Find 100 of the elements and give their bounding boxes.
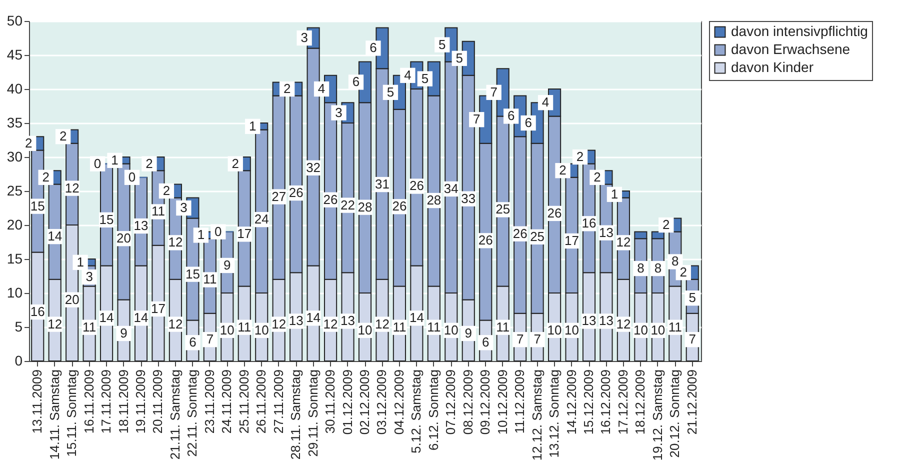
data-label: 12 — [374, 316, 390, 332]
data-label: 1 — [249, 118, 256, 134]
data-label: 13 — [134, 218, 148, 234]
data-label: 5 — [456, 50, 463, 66]
data-label: 10 — [358, 322, 372, 338]
data-label: 1 — [197, 227, 205, 242]
data-label: 11 — [427, 319, 441, 334]
x-tick-label: 11.12.2009 — [512, 370, 528, 434]
data-label: 13 — [598, 224, 614, 240]
data-label: 24 — [254, 212, 269, 227]
data-label: 5 — [386, 84, 394, 100]
data-label: 25 — [530, 228, 545, 244]
data-label: 27 — [272, 188, 286, 204]
data-label: 32 — [306, 160, 321, 175]
data-label: 9 — [464, 325, 472, 340]
x-tick-label: 12.12. Samstag — [529, 370, 544, 461]
data-label: 0 — [94, 156, 102, 171]
data-label: 15 — [30, 198, 45, 214]
data-label: 34 — [444, 180, 458, 196]
data-label: 6 — [507, 108, 515, 124]
x-tick-label: 13.11.2009 — [30, 370, 45, 434]
y-tick-label: 50 — [6, 12, 23, 28]
x-tick-label: 16.12.2009 — [598, 370, 614, 435]
x-tick-label: 23.11.2009 — [202, 370, 217, 434]
data-label: 11 — [392, 319, 406, 334]
data-label: 3 — [180, 200, 188, 215]
data-label: 10 — [220, 322, 234, 338]
data-label: 13 — [598, 313, 614, 328]
data-label: 33 — [461, 190, 476, 206]
x-tick-label: 10.12.2009 — [494, 370, 510, 435]
data-label: 26 — [478, 232, 493, 248]
data-label: 12 — [168, 234, 183, 250]
data-label: 3 — [335, 104, 342, 120]
x-tick-label: 21.12.2009 — [684, 370, 700, 435]
data-label: 25 — [496, 202, 510, 217]
x-tick-label: 15.11. Sonntag — [64, 370, 80, 457]
data-label: 31 — [374, 176, 390, 192]
data-label: 12 — [323, 316, 338, 332]
data-label: 13 — [288, 313, 304, 328]
data-label: 2 — [559, 162, 566, 178]
data-label: 11 — [496, 319, 510, 334]
data-label: 6 — [352, 74, 360, 90]
data-label: 2 — [662, 217, 670, 232]
data-label: 11 — [238, 319, 252, 334]
data-label: 28 — [358, 199, 372, 214]
x-tick-label: 04.12.2009 — [391, 370, 406, 435]
y-tick-label: 25 — [6, 182, 23, 198]
data-label: 4 — [404, 67, 412, 82]
x-tick-label: 02.12.2009 — [357, 370, 372, 435]
data-label: 10 — [650, 322, 666, 338]
data-label: 26 — [409, 178, 424, 194]
data-label: 5 — [688, 290, 696, 306]
data-label: 20 — [64, 292, 80, 307]
data-label: 7 — [473, 112, 480, 127]
data-label: 9 — [224, 257, 231, 272]
data-label: 26 — [547, 205, 562, 220]
data-label: 7 — [516, 332, 524, 347]
data-label: 13 — [582, 313, 596, 328]
data-label: 5 — [438, 36, 446, 52]
data-label: 14 — [409, 310, 424, 326]
data-label: 2 — [232, 156, 239, 171]
data-label: 1 — [76, 254, 84, 270]
data-label: 9 — [120, 325, 128, 340]
data-label: 10 — [444, 322, 458, 338]
y-tick-label: 35 — [6, 114, 23, 130]
data-label: 3 — [86, 269, 93, 284]
data-label: 17 — [150, 300, 166, 316]
data-label: 8 — [672, 254, 679, 269]
x-tick-label: 03.12.2009 — [374, 370, 390, 435]
data-label: 11 — [668, 319, 682, 334]
data-label: 2 — [42, 169, 50, 184]
data-label: 28 — [426, 192, 442, 208]
data-label: 26 — [288, 185, 304, 200]
x-tick-label: 22.11. Sonntag — [184, 370, 200, 457]
data-label: 7 — [490, 84, 498, 100]
data-label: 2 — [146, 156, 153, 171]
data-label: 11 — [151, 204, 165, 219]
data-label: 15 — [99, 212, 114, 227]
x-tick-label: 27.11.2009 — [270, 370, 286, 434]
x-tick-label: 24.11.2009 — [219, 370, 234, 434]
data-label: 4 — [318, 81, 326, 96]
data-label: 2 — [25, 135, 32, 150]
data-label: 10 — [254, 322, 269, 338]
x-tick-label: 25.11.2009 — [236, 370, 252, 434]
data-label: 11 — [203, 272, 217, 287]
x-tick-label: 30.11.2009 — [322, 370, 338, 434]
x-tick-label: 5.12. Samstag — [408, 370, 424, 454]
data-label: 1 — [111, 152, 118, 168]
x-tick-label: 29.11. Sonntag — [305, 370, 320, 457]
data-label: 6 — [524, 115, 532, 130]
data-label: 12 — [64, 180, 80, 196]
y-tick-label: 40 — [6, 80, 23, 96]
x-tick-label: 15.12.2009 — [581, 370, 596, 435]
data-label: 22 — [340, 197, 356, 212]
data-label: 17 — [564, 232, 580, 248]
x-tick-label: 08.12.2009 — [460, 370, 476, 435]
x-tick-label: 18.11.2009 — [116, 370, 131, 434]
data-label: 20 — [116, 230, 132, 246]
y-tick-label: 0 — [14, 352, 23, 368]
data-label: 2 — [59, 128, 67, 144]
